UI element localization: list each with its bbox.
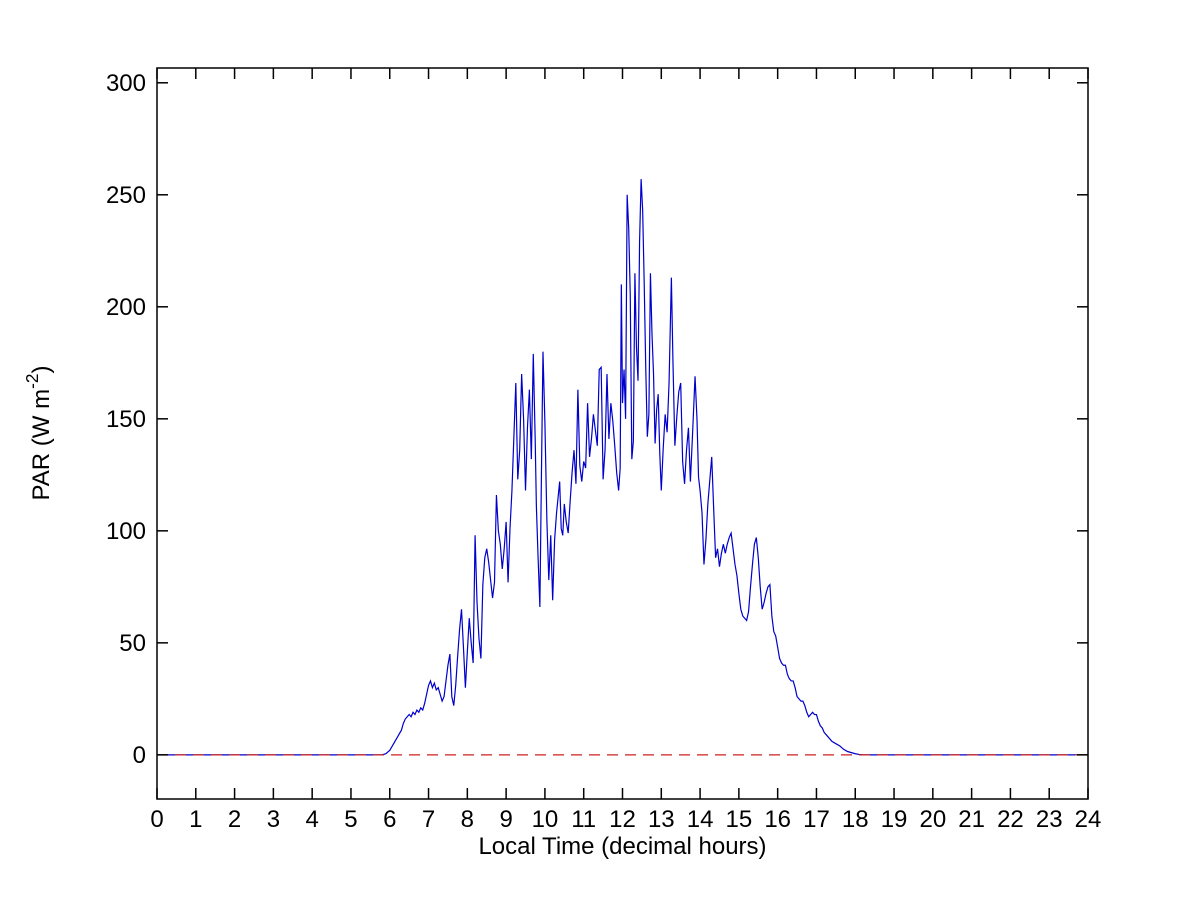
x-tick-label: 15 <box>726 806 753 833</box>
x-tick-label: 21 <box>958 806 985 833</box>
x-tick-label: 3 <box>267 806 280 833</box>
y-tick-label: 200 <box>106 294 146 321</box>
x-axis-label: Local Time (decimal hours) <box>478 833 766 860</box>
x-tick-label: 16 <box>764 806 791 833</box>
x-tick-label: 5 <box>344 806 357 833</box>
y-axis-label: PAR (W m-2) <box>22 366 55 501</box>
x-tick-label: 20 <box>919 806 946 833</box>
x-tick-label: 23 <box>1036 806 1063 833</box>
par-series-line <box>157 179 1088 756</box>
y-tick-label: 100 <box>106 518 146 545</box>
x-tick-label: 4 <box>305 806 318 833</box>
x-tick-label: 24 <box>1075 806 1102 833</box>
x-tick-label: 8 <box>461 806 474 833</box>
y-tick-label: 250 <box>106 182 146 209</box>
x-tick-label: 1 <box>189 806 202 833</box>
y-tick-label: 150 <box>106 406 146 433</box>
y-tick-label: 300 <box>106 70 146 97</box>
x-tick-label: 19 <box>881 806 908 833</box>
x-tick-label: 12 <box>609 806 636 833</box>
x-tick-label: 10 <box>532 806 559 833</box>
y-tick-label: 0 <box>133 742 146 769</box>
x-tick-label: 18 <box>842 806 869 833</box>
x-tick-label: 14 <box>687 806 714 833</box>
x-tick-label: 13 <box>648 806 675 833</box>
x-tick-label: 9 <box>499 806 512 833</box>
x-tick-label: 6 <box>383 806 396 833</box>
x-tick-label: 0 <box>150 806 163 833</box>
x-tick-label: 22 <box>997 806 1024 833</box>
x-tick-label: 2 <box>228 806 241 833</box>
x-tick-label: 17 <box>803 806 830 833</box>
x-tick-label: 11 <box>571 806 596 833</box>
x-tick-label: 7 <box>422 806 435 833</box>
y-tick-label: 50 <box>119 630 146 657</box>
